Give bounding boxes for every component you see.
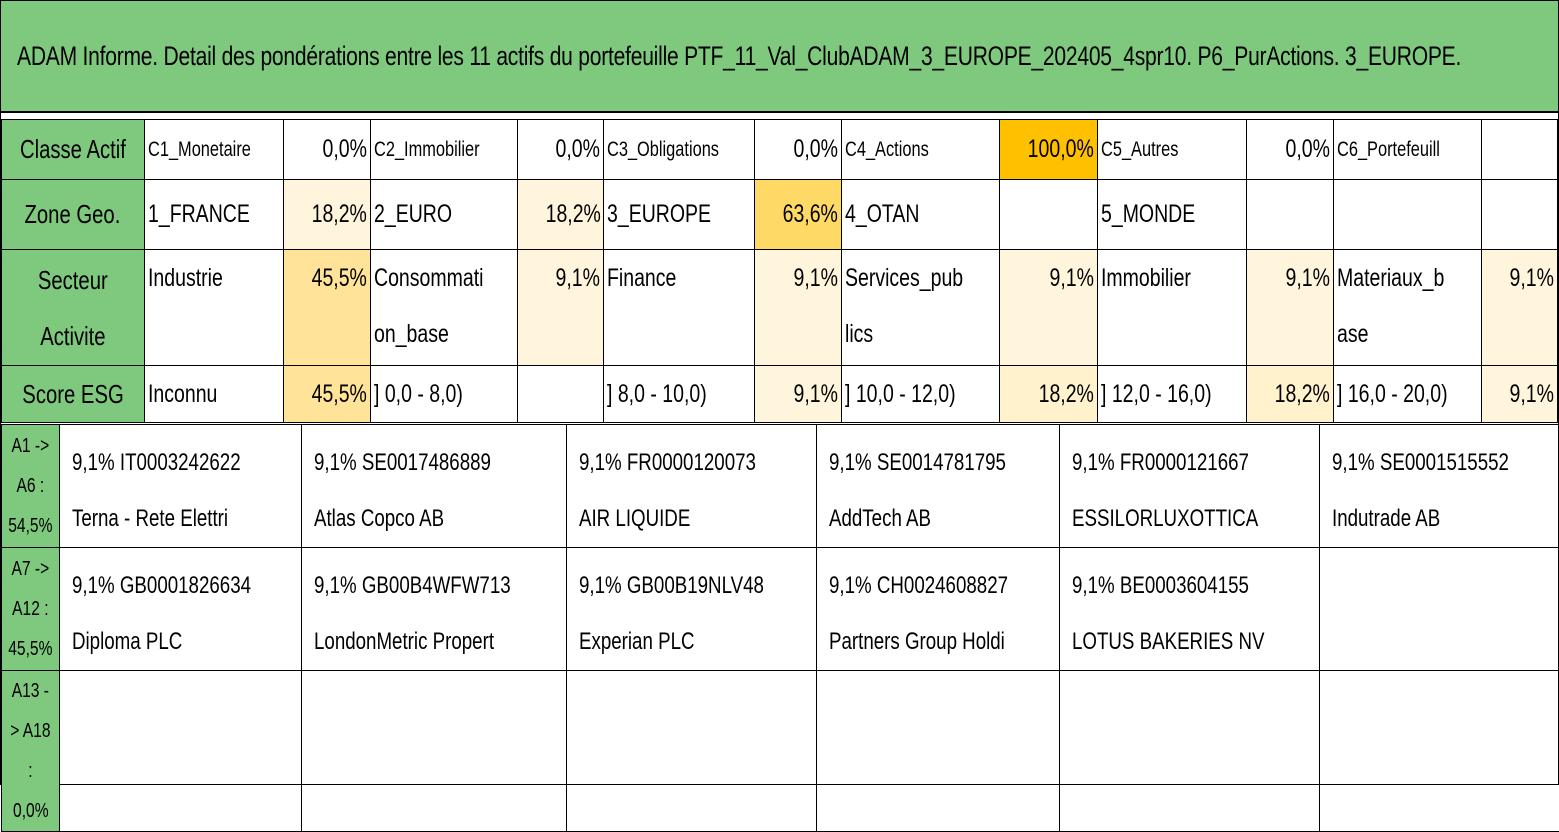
classe-value-cell[interactable]: 0,0% (517, 120, 604, 180)
esg-name-cell[interactable]: ] 0,0 - 8,0) (370, 366, 517, 423)
zone-value-cell[interactable] (1000, 180, 1098, 250)
classe-name-cell[interactable]: C1_Monetaire (144, 120, 283, 180)
score-esg-label[interactable]: Score ESG (2, 366, 145, 423)
asset-row-label[interactable]: A13 -> A18 :0,0% (2, 671, 60, 832)
asset-cell[interactable] (1319, 671, 1559, 832)
zone-value-cell[interactable] (1246, 180, 1333, 250)
esg-value-cell[interactable]: 9,1% (1482, 366, 1558, 423)
zone-name-cell[interactable]: 4_OTAN (841, 180, 999, 250)
classe-actif-row: Classe Actif C1_Monetaire 0,0% C2_Immobi… (2, 120, 1558, 180)
secteur-value-cell[interactable]: 9,1% (1482, 250, 1558, 366)
secteur-name-cell[interactable]: Immobilier (1098, 250, 1247, 366)
esg-name-cell[interactable]: ] 10,0 - 12,0) (841, 366, 999, 423)
esg-value-cell[interactable]: 45,5% (283, 366, 370, 423)
zone-geo-label[interactable]: Zone Geo. (2, 180, 145, 250)
score-esg-row: Score ESG Inconnu 45,5% ] 0,0 - 8,0) ] 8… (2, 366, 1558, 423)
classe-name-cell[interactable]: C2_Immobilier (370, 120, 517, 180)
asset-cell[interactable] (302, 671, 567, 832)
asset-row-a13-a18: A13 -> A18 :0,0% (2, 671, 1559, 832)
secteur-value-cell[interactable]: 9,1% (517, 250, 604, 366)
secteur-value-cell[interactable]: 9,1% (755, 250, 842, 366)
report-title-bar: ADAM Informe. Detail des pondérations en… (1, 1, 1558, 113)
zone-name-cell[interactable]: 3_EUROPE (604, 180, 755, 250)
asset-cell[interactable] (817, 671, 1060, 832)
secteur-value-cell[interactable]: 45,5% (283, 250, 370, 366)
classe-value-cell[interactable]: 0,0% (1246, 120, 1333, 180)
asset-cell[interactable] (1319, 548, 1559, 671)
classe-value-cell[interactable] (1482, 120, 1558, 180)
classe-name-cell[interactable]: C3_Obligations (604, 120, 755, 180)
classe-name-cell[interactable]: C4_Actions (841, 120, 999, 180)
zone-value-cell[interactable]: 18,2% (283, 180, 370, 250)
report-title: ADAM Informe. Detail des pondérations en… (17, 41, 1461, 72)
asset-row-label[interactable]: A7 -> A12 :45,5% (2, 548, 60, 671)
classe-actif-label[interactable]: Classe Actif (2, 120, 145, 180)
zone-name-cell[interactable] (1333, 180, 1482, 250)
asset-cell[interactable] (1059, 671, 1319, 832)
classe-value-cell[interactable]: 100,0% (1000, 120, 1098, 180)
esg-name-cell[interactable]: ] 8,0 - 10,0) (604, 366, 755, 423)
esg-value-cell[interactable] (517, 366, 604, 423)
zone-value-cell[interactable]: 18,2% (517, 180, 604, 250)
zone-name-cell[interactable]: 2_EURO (370, 180, 517, 250)
zone-value-cell[interactable] (1482, 180, 1558, 250)
zone-value-cell[interactable]: 63,6% (755, 180, 842, 250)
classe-name-cell[interactable]: C5_Autres (1098, 120, 1247, 180)
esg-name-cell[interactable]: Inconnu (144, 366, 283, 423)
secteur-value-cell[interactable]: 9,1% (1246, 250, 1333, 366)
secteur-name-cell[interactable]: Finance (604, 250, 755, 366)
spreadsheet: ADAM Informe. Detail des pondérations en… (0, 0, 1559, 785)
asset-cell[interactable] (59, 671, 302, 832)
zone-name-cell[interactable]: 5_MONDE (1098, 180, 1247, 250)
zone-name-cell[interactable]: 1_FRANCE (144, 180, 283, 250)
classe-value-cell[interactable]: 0,0% (283, 120, 370, 180)
esg-value-cell[interactable]: 9,1% (755, 366, 842, 423)
esg-name-cell[interactable]: ] 12,0 - 16,0) (1098, 366, 1247, 423)
esg-name-cell[interactable]: ] 16,0 - 20,0) (1333, 366, 1482, 423)
esg-value-cell[interactable]: 18,2% (1246, 366, 1333, 423)
asset-cell[interactable] (567, 671, 817, 832)
asset-row-label[interactable]: A1 -> A6 :54,5% (2, 425, 60, 548)
classe-name-cell[interactable]: C6_Portefeuill (1333, 120, 1482, 180)
secteur-value-cell[interactable]: 9,1% (1000, 250, 1098, 366)
classe-value-cell[interactable]: 0,0% (755, 120, 842, 180)
allocation-table: Classe Actif C1_Monetaire 0,0% C2_Immobi… (1, 119, 1558, 423)
esg-value-cell[interactable]: 18,2% (1000, 366, 1098, 423)
secteur-name-cell[interactable]: Industrie (144, 250, 283, 366)
zone-geo-row: Zone Geo. 1_FRANCE 18,2% 2_EURO 18,2% 3_… (2, 180, 1558, 250)
